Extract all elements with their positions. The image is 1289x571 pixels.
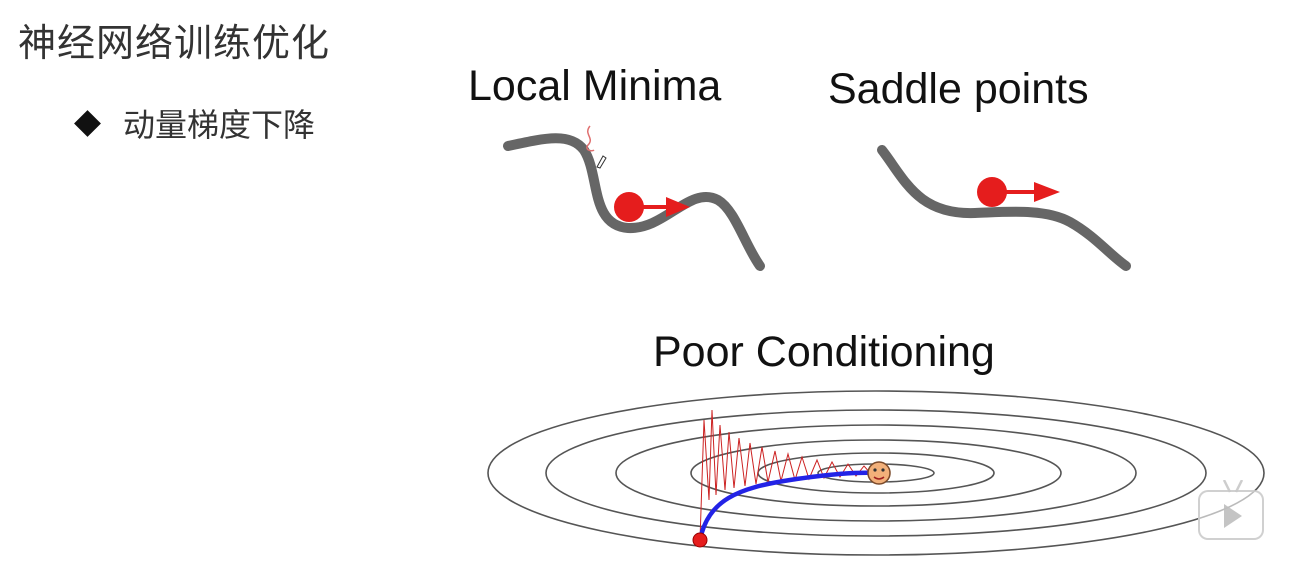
saddle-points-label: Saddle points: [828, 65, 1089, 113]
saddle-curve: [877, 145, 1131, 271]
poor-conditioning-diagram: [487, 390, 1265, 556]
bullet-item: 动量梯度下降: [74, 100, 316, 146]
contour-ring: [487, 390, 1265, 556]
local-minima-arrowhead: [666, 197, 690, 217]
minimum-target-icon: [867, 461, 891, 485]
momentum-path: [697, 470, 881, 543]
local-minima-ball: [614, 192, 644, 222]
cursor-squiggle: [586, 125, 595, 152]
poor-conditioning-label: Poor Conditioning: [653, 328, 995, 376]
play-icon: [1224, 504, 1242, 528]
tv-ears-icon: [1222, 480, 1244, 493]
contour-ring: [615, 424, 1137, 522]
slide-title: 神经网络训练优化: [18, 21, 331, 65]
start-point: [692, 532, 708, 548]
local-minima-diagram: [503, 125, 765, 271]
contour-ring: [690, 439, 1062, 507]
saddle-arrowhead: [1034, 182, 1060, 202]
pen-cursor-icon: [596, 155, 607, 169]
contour-ring: [545, 409, 1207, 537]
video-play-button[interactable]: [1198, 480, 1264, 540]
local-minima-curve: [503, 133, 765, 271]
local-minima-label: Local Minima: [468, 62, 722, 110]
saddle-points-diagram: [877, 145, 1131, 271]
saddle-ball: [977, 177, 1007, 207]
bullet-text: 动量梯度下降: [123, 106, 316, 144]
